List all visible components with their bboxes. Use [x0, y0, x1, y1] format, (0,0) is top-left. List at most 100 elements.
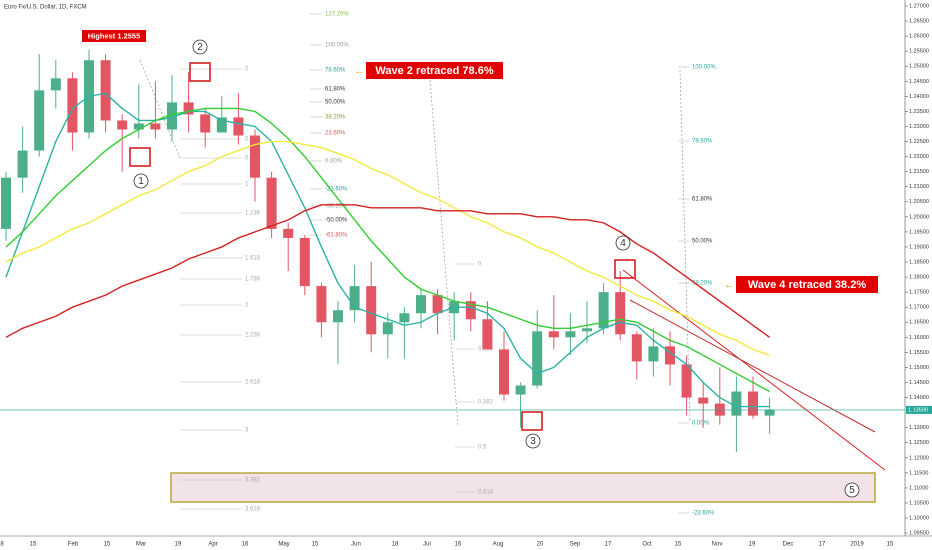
last-price-label: 1.13590 [908, 407, 928, 413]
candle-body [316, 286, 327, 323]
y-tick-label: 1.20500 [909, 199, 929, 205]
y-tick-label: 1.23000 [909, 124, 929, 130]
y-tick-label: 1.22000 [909, 154, 929, 160]
candle-body [565, 331, 576, 338]
arrow: ← [354, 65, 365, 77]
fib-label: 0 [245, 67, 249, 73]
candle-body [681, 364, 692, 398]
x-tick-label: 19 [175, 542, 182, 548]
fib-label: 3.618 [245, 507, 261, 513]
y-tick-label: 1.20000 [909, 214, 929, 220]
fib-label: 38.20% [692, 281, 713, 287]
candle-body [17, 150, 28, 178]
wave-number: 5 [849, 485, 855, 496]
candle-body [416, 295, 426, 314]
candle-body [299, 237, 310, 287]
fib-label: 1.236 [245, 211, 261, 217]
fib-label: 0.236 [478, 347, 494, 353]
y-tick-label: 1.25500 [909, 49, 929, 55]
y-tick-label: 1.19000 [909, 244, 929, 250]
x-tick-label: 18 [392, 542, 399, 548]
fib-label: 23.60% [325, 131, 346, 137]
fib-label: 38.20% [325, 115, 346, 121]
x-tick-label: 17 [605, 542, 612, 548]
fib-label: 2.618 [245, 380, 261, 386]
x-tick-label: 15 [887, 542, 894, 548]
fib-label: 61.80% [692, 197, 713, 203]
fib-label: 2.236 [245, 333, 261, 339]
y-tick-label: 1.18500 [909, 259, 929, 265]
x-tick-label: Feb [68, 542, 79, 548]
wave-number: 4 [620, 238, 626, 249]
last-price-box [906, 405, 932, 414]
y-tick-label: 1.22500 [909, 139, 929, 145]
candle-body [482, 319, 493, 350]
candle-body [266, 177, 277, 229]
y-tick-label: 1.26000 [909, 34, 929, 40]
y-tick-label: 1.21000 [909, 184, 929, 190]
candle-body [1, 177, 11, 229]
wave-line [429, 79, 459, 426]
candle-body [34, 90, 45, 151]
y-axis [905, 0, 932, 550]
wave-box [521, 411, 543, 431]
y-tick-label: 1.11000 [909, 485, 928, 491]
candle-body [233, 117, 244, 136]
candle-body [598, 292, 609, 329]
x-tick-label: 17 [819, 542, 826, 548]
wave-circle [192, 39, 208, 55]
x-tick-label: Jul [423, 542, 431, 548]
y-tick-label: 1.24500 [909, 79, 929, 85]
fib-label: -50.00% [325, 218, 348, 224]
candle-body [100, 60, 111, 121]
fib-label: -23.60% [692, 511, 715, 517]
y-tick-label: 1.14000 [909, 395, 929, 401]
x-tick-label: 15 [104, 542, 111, 548]
y-tick-label: 1.27000 [909, 3, 929, 9]
wave-number: 2 [197, 42, 203, 53]
fib-label: 0.618 [478, 490, 494, 496]
wave-number: 1 [138, 176, 144, 187]
target-zone [170, 472, 876, 503]
y-tick-label: 1.16500 [909, 320, 929, 326]
y-tick-label: 1.24000 [909, 94, 929, 100]
x-tick-label: 16 [242, 542, 249, 548]
fib-label: 100.00% [325, 43, 349, 49]
candle-body [698, 397, 709, 404]
fib-label: 1.786 [245, 277, 261, 283]
x-tick-label: Sep [570, 542, 581, 548]
x-tick-label: Oct [642, 542, 652, 548]
x-tick-label: Mar [136, 542, 146, 548]
candle-body [714, 403, 725, 416]
fib-label: 78.60% [325, 68, 346, 74]
y-tick-label: 1.17000 [909, 305, 929, 311]
y-tick-label: 1.23500 [909, 109, 929, 115]
fib-label: 61.80% [325, 87, 346, 93]
x-tick-label: Aug [493, 542, 504, 548]
x-tick-label: 15 [675, 542, 682, 548]
fib-label: 2 [245, 303, 249, 309]
highest-label: Highest 1.2555 [88, 31, 141, 40]
candle-body [748, 391, 758, 416]
wave-box [614, 259, 636, 279]
wave-circle [525, 433, 541, 449]
candle-body [382, 322, 393, 335]
candle-body [648, 346, 659, 362]
fib-label: 0.00% [325, 159, 343, 165]
candle-body [548, 331, 559, 338]
fib-label: 50.00% [325, 100, 346, 106]
fib-label: 100.00% [692, 65, 716, 71]
y-tick-label: 1.18000 [909, 275, 929, 281]
y-tick-label: 1.11500 [909, 470, 928, 476]
fib-label: 50.00% [692, 239, 713, 245]
y-tick-label: 1.12000 [909, 455, 929, 461]
x-tick-label: Dec [783, 542, 794, 548]
highest-label-box [82, 30, 146, 42]
candle-body [133, 123, 144, 130]
x-tick-label: 15 [30, 542, 37, 548]
x-tick-label: May [278, 542, 289, 548]
y-tick-label: 1.15000 [909, 365, 929, 371]
candle-body [67, 78, 78, 133]
candle-body [532, 331, 543, 386]
candle-body [615, 292, 626, 335]
